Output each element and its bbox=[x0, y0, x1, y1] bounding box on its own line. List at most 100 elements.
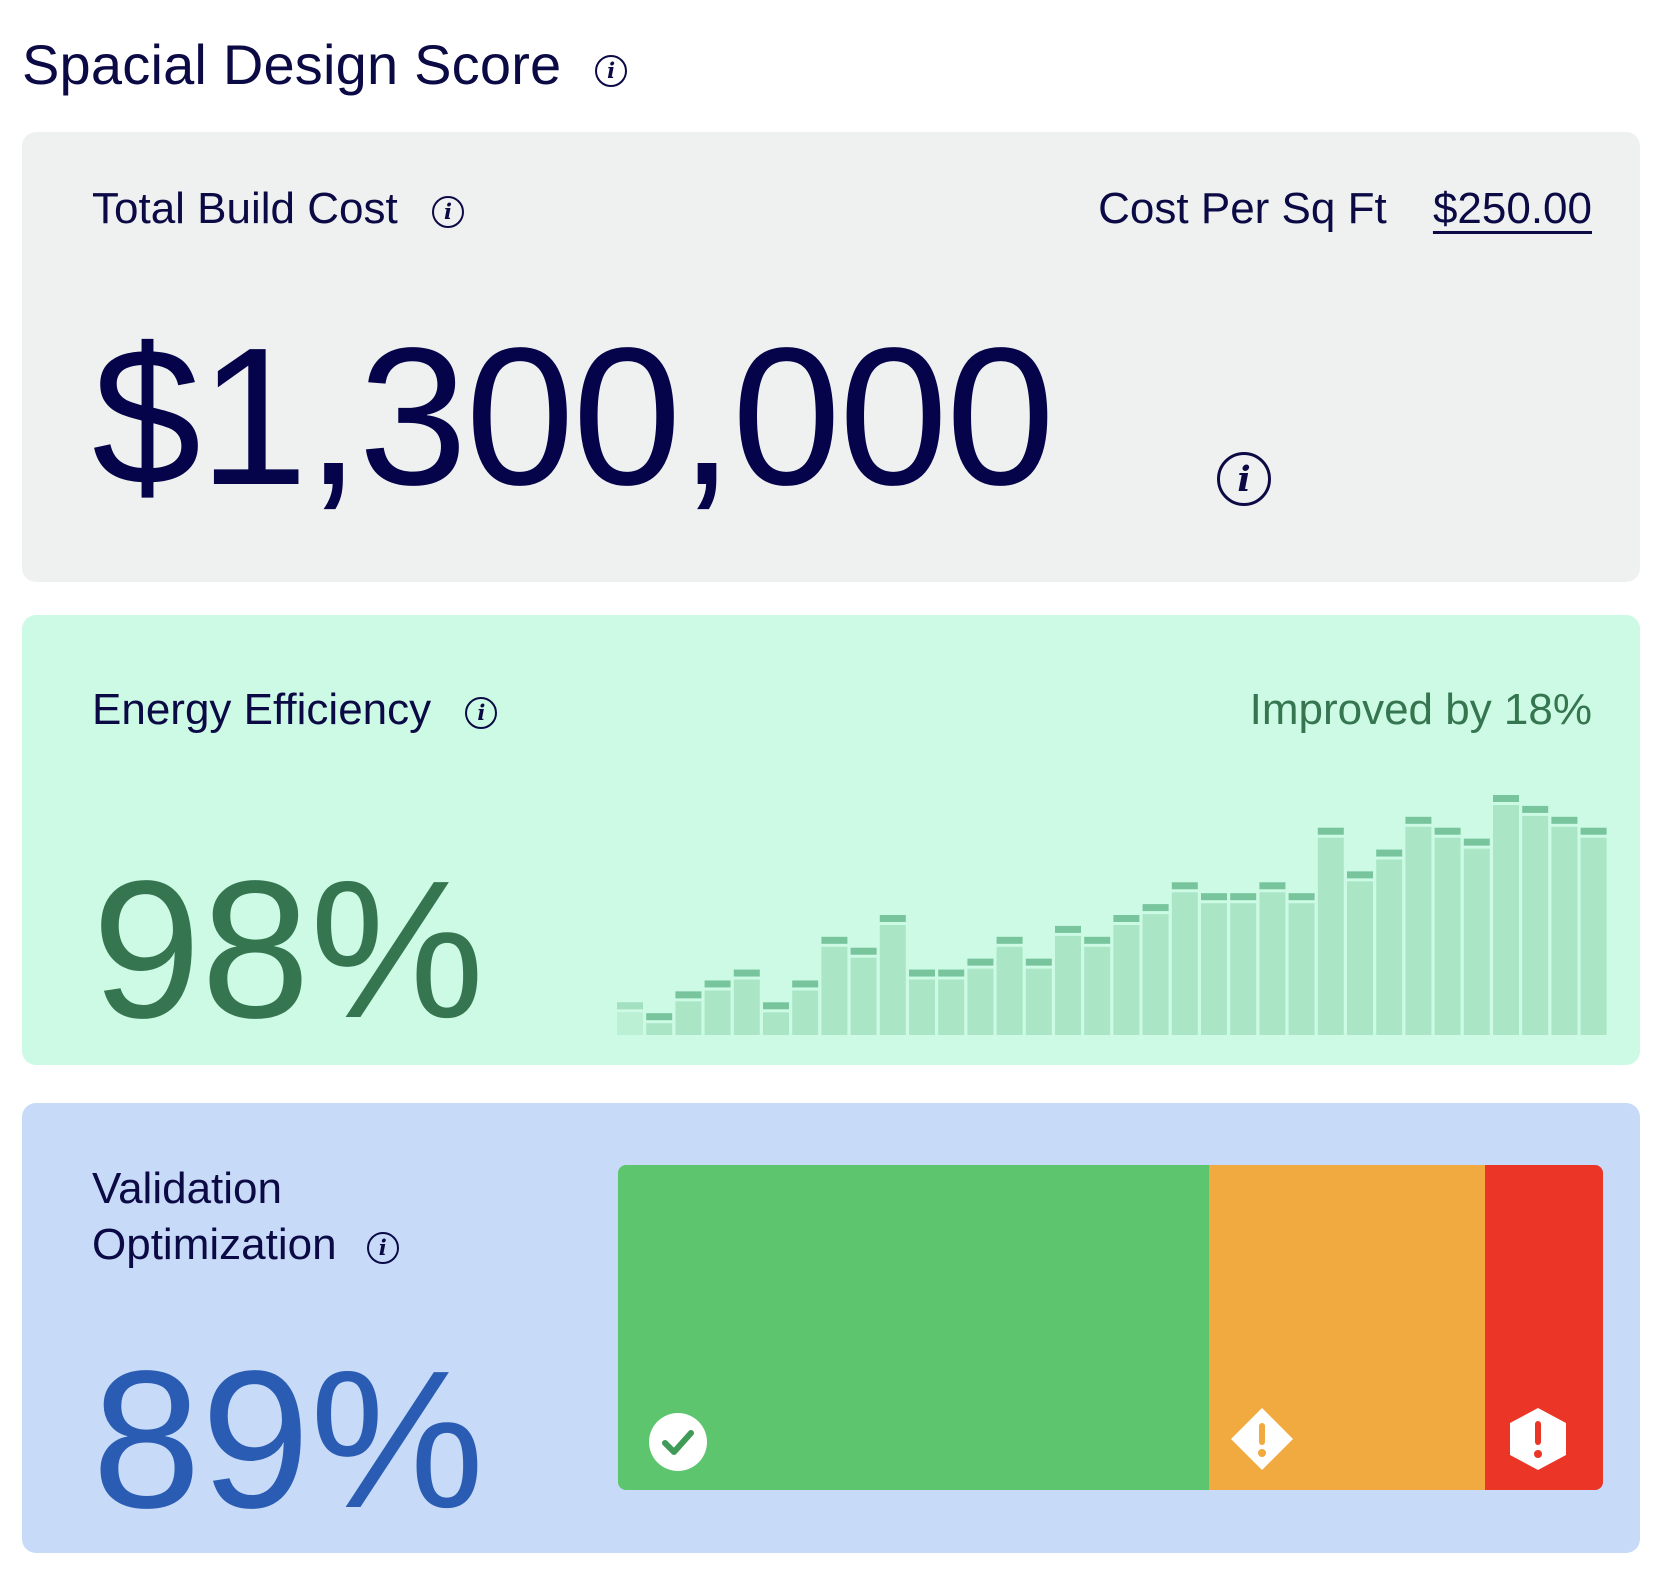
energy-bar-body bbox=[821, 946, 848, 1035]
energy-bar bbox=[1580, 827, 1607, 1035]
validation-label-line-2-text: Optimization bbox=[92, 1220, 337, 1269]
energy-bar-body bbox=[1551, 826, 1578, 1035]
info-icon[interactable]: i bbox=[366, 1232, 399, 1264]
segment-errors[interactable] bbox=[1484, 1165, 1603, 1490]
info-icon[interactable]: i bbox=[431, 196, 464, 228]
energy-bar-cap bbox=[1317, 827, 1344, 835]
energy-bar bbox=[1522, 805, 1549, 1035]
energy-bar-body bbox=[850, 957, 877, 1035]
energy-bar bbox=[1551, 816, 1578, 1035]
energy-bar-cap bbox=[1551, 816, 1578, 824]
energy-bar-cap bbox=[967, 958, 994, 966]
warning-diamond-icon bbox=[1231, 1408, 1293, 1470]
energy-bar-cap bbox=[1580, 827, 1607, 835]
energy-bar-body bbox=[733, 979, 760, 1035]
energy-bar-cap bbox=[792, 980, 819, 988]
energy-bar-cap bbox=[1288, 893, 1315, 901]
energy-bar bbox=[792, 980, 819, 1035]
cost-per-sq-ft-label: Cost Per Sq Ft bbox=[1098, 184, 1387, 233]
energy-bar-body bbox=[1580, 837, 1607, 1035]
energy-bar-body bbox=[1084, 946, 1111, 1035]
info-icon[interactable]: i bbox=[1217, 452, 1271, 506]
energy-bar-cap bbox=[1434, 827, 1461, 835]
energy-bar-cap bbox=[1084, 936, 1111, 944]
cost-per-sq-ft-value[interactable]: $250.00 bbox=[1432, 184, 1592, 233]
energy-bar bbox=[1142, 904, 1169, 1035]
energy-bar-cap bbox=[1405, 816, 1432, 824]
energy-bar bbox=[1084, 936, 1111, 1035]
energy-bar-cap bbox=[1347, 871, 1373, 879]
energy-bar bbox=[1201, 893, 1227, 1035]
energy-bar-cap bbox=[733, 969, 760, 977]
energy-bar-body bbox=[646, 1023, 673, 1035]
validation-optimization-value: 89% bbox=[92, 1330, 485, 1549]
energy-bar bbox=[967, 958, 994, 1035]
energy-bar bbox=[1463, 838, 1490, 1035]
energy-bar-body bbox=[617, 1012, 643, 1035]
total-build-cost-label: Total Build Cost i bbox=[92, 184, 464, 234]
validation-label-line-1: Validation bbox=[92, 1164, 282, 1213]
energy-bar-cap bbox=[704, 980, 731, 988]
total-build-cost-value: $1,300,000 bbox=[92, 307, 1055, 526]
info-icon[interactable]: i bbox=[595, 55, 628, 87]
energy-bar-cap bbox=[1522, 805, 1549, 813]
check-circle-icon bbox=[649, 1413, 707, 1471]
error-hexagon-icon bbox=[1509, 1408, 1566, 1470]
energy-bar bbox=[1493, 795, 1519, 1035]
energy-bar bbox=[1376, 849, 1403, 1035]
energy-bar-cap bbox=[821, 936, 848, 944]
energy-bar-body bbox=[1493, 805, 1519, 1035]
energy-bar-body bbox=[1171, 892, 1198, 1035]
energy-bar-cap bbox=[1025, 958, 1052, 966]
energy-bar-cap bbox=[1230, 893, 1257, 901]
page-title: Spacial Design Score i bbox=[22, 32, 628, 97]
energy-bar-body bbox=[1113, 925, 1140, 1035]
energy-bar-body bbox=[967, 968, 994, 1035]
energy-bar-body bbox=[909, 979, 935, 1035]
energy-bar-body bbox=[704, 990, 731, 1035]
energy-bar-cap bbox=[1171, 882, 1198, 890]
energy-bar bbox=[996, 936, 1023, 1035]
energy-efficiency-value: 98% bbox=[92, 840, 485, 1059]
energy-bar bbox=[646, 1013, 673, 1035]
energy-efficiency-card: Energy Efficiency i Improved by 18% 98% bbox=[22, 615, 1640, 1065]
energy-bar bbox=[1055, 925, 1081, 1035]
energy-bar bbox=[617, 1002, 643, 1035]
energy-bar bbox=[675, 991, 702, 1035]
energy-bar-body bbox=[1317, 837, 1344, 1035]
energy-bar-body bbox=[1025, 968, 1052, 1035]
energy-bar-body bbox=[1259, 892, 1286, 1035]
energy-bar-body bbox=[792, 990, 819, 1035]
energy-bar-cap bbox=[1142, 904, 1169, 912]
info-icon[interactable]: i bbox=[465, 697, 498, 729]
segment-warnings[interactable] bbox=[1209, 1165, 1485, 1490]
energy-bar bbox=[850, 947, 877, 1035]
energy-bar bbox=[1347, 871, 1373, 1035]
energy-bar-cap bbox=[1201, 893, 1227, 901]
energy-bar-cap bbox=[879, 915, 906, 922]
segment-passed[interactable] bbox=[618, 1165, 1209, 1490]
validation-optimization-label: Validation Optimization i bbox=[92, 1161, 399, 1273]
validation-stacked-bar bbox=[618, 1165, 1603, 1490]
energy-bar-cap bbox=[763, 1002, 789, 1010]
energy-bar bbox=[1288, 893, 1315, 1035]
energy-bar bbox=[938, 969, 965, 1035]
energy-bar-cap bbox=[617, 1002, 643, 1010]
energy-bar bbox=[1113, 915, 1140, 1035]
energy-bar-cap bbox=[1259, 882, 1286, 890]
energy-bar bbox=[1171, 882, 1198, 1035]
energy-bar-body bbox=[1434, 837, 1461, 1035]
energy-bar bbox=[1434, 827, 1461, 1035]
energy-bar-cap bbox=[909, 969, 935, 977]
energy-bar-cap bbox=[646, 1013, 673, 1021]
energy-bar bbox=[1230, 893, 1257, 1035]
energy-bar-body bbox=[1055, 935, 1081, 1035]
energy-bar bbox=[1317, 827, 1344, 1035]
energy-bar bbox=[1259, 882, 1286, 1035]
total-build-cost-label-text: Total Build Cost bbox=[92, 184, 398, 233]
energy-bar-body bbox=[1347, 881, 1373, 1035]
energy-bar bbox=[733, 969, 760, 1035]
energy-bar-body bbox=[1405, 826, 1432, 1035]
energy-bar-body bbox=[1201, 903, 1227, 1035]
